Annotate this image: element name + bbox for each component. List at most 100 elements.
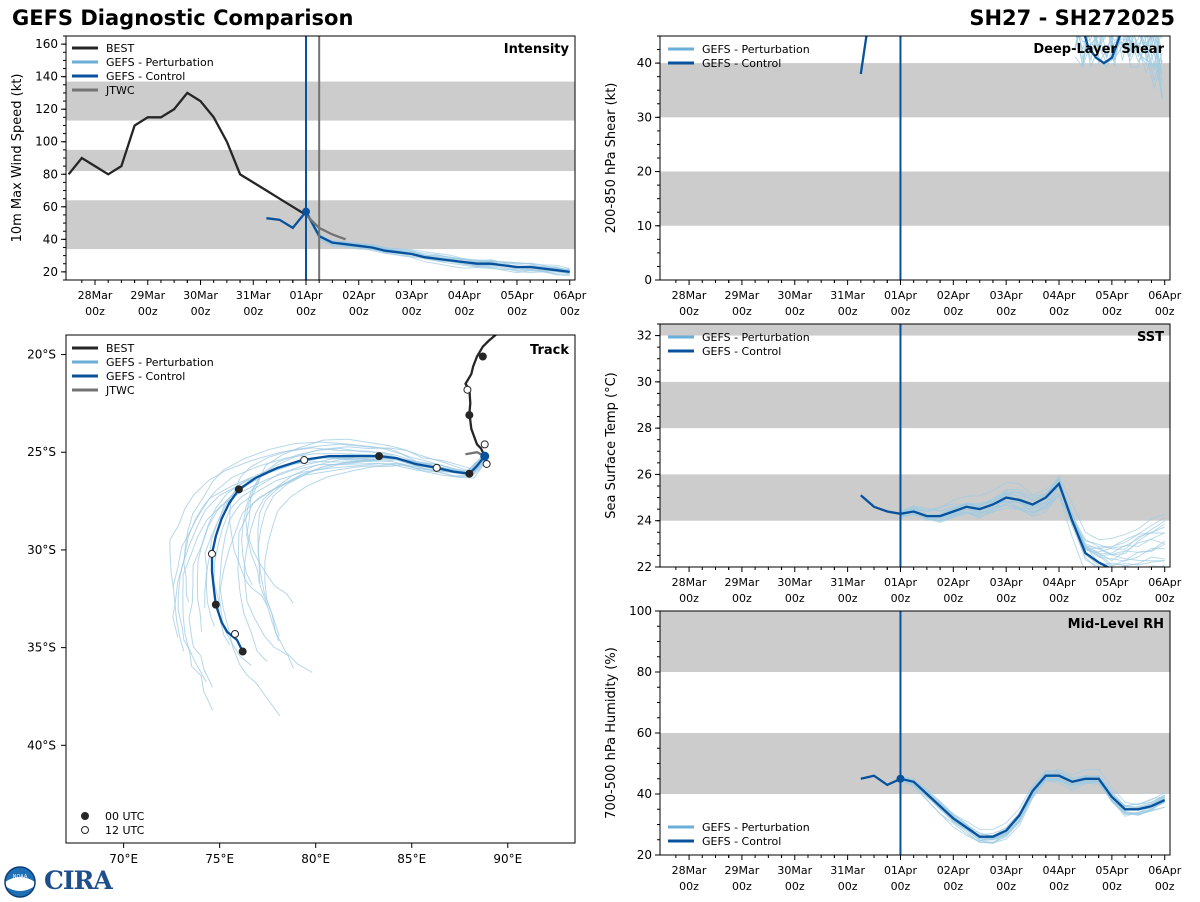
shear-ytick-label: 40 — [637, 56, 652, 70]
sst-band-1 — [660, 381, 1170, 429]
sst-legend-label: GEFS - Perturbation — [702, 331, 810, 344]
track-ytick-label: 20°S — [27, 348, 56, 362]
intensity-band-0 — [66, 200, 575, 250]
track-control-line — [210, 454, 486, 653]
shear-perturbation-line — [1086, 36, 1151, 61]
shear-xtick-day: 01Apr — [884, 289, 918, 302]
storm-id: SH27 - SH272025 — [969, 6, 1175, 30]
shear-band-1 — [660, 63, 1170, 118]
sst-xtick-hour: 00z — [996, 592, 1016, 605]
cira-logo: NOAA CIRA — [4, 866, 114, 898]
shear-xtick-hour: 00z — [891, 305, 911, 318]
noaa-logo-icon: NOAA — [4, 866, 36, 898]
sst-ytick-label: 24 — [637, 514, 652, 528]
sst-perturbation-line — [900, 478, 1131, 567]
sst-control-line — [860, 481, 1110, 567]
shear-perturbation-line — [1078, 36, 1163, 69]
rh-xtick-hour: 00z — [838, 880, 858, 893]
sst-xtick-hour: 00z — [1155, 592, 1175, 605]
rh-xtick-hour: 00z — [943, 880, 963, 893]
sst-xtick-day: 01Apr — [884, 576, 918, 589]
rh-perturbation-line — [900, 770, 1165, 830]
intensity-ytick-label: 120 — [35, 102, 58, 116]
intensity-legend-label: BEST — [106, 42, 134, 55]
rh-xtick-day: 01Apr — [884, 864, 918, 877]
rh-ytick-label: 20 — [637, 848, 652, 862]
track-control-marker — [375, 452, 384, 461]
shear-xtick-hour: 00z — [943, 305, 963, 318]
figure-title: GEFS Diagnostic Comparison — [12, 6, 354, 30]
intensity-xtick-hour: 00z — [402, 305, 422, 318]
rh-panel: 20 40 60 80 100 28Mar 00z 29Mar 00z 30Mar 00z 31Mar… — [604, 604, 1182, 893]
track-perturbation-line — [245, 438, 488, 604]
rh-title: Mid-Level RH — [1068, 617, 1164, 632]
sst-ytick-label: 32 — [637, 329, 652, 343]
shear-ytick-label: 20 — [637, 165, 652, 179]
track-marker-legend-swatch — [81, 826, 89, 834]
track-perturbation-line — [188, 455, 486, 688]
shear-xtick-day: 02Apr — [937, 289, 971, 302]
intensity-gefs-control-line — [266, 209, 570, 274]
intensity-xtick-hour: 00z — [191, 305, 211, 318]
shear-plot-area — [660, 36, 1170, 280]
sst-ytick-label: 22 — [637, 560, 652, 574]
track-marker-legend-label: 00 UTC — [105, 810, 145, 823]
intensity-xtick-hour: 00z — [296, 305, 316, 318]
rh-xtick-hour: 00z — [1155, 880, 1175, 893]
track-ytick-label: 30°S — [27, 543, 56, 557]
sst-plot-area — [660, 324, 1170, 567]
shear-perturbation-line — [1074, 36, 1160, 72]
track-panel: 70°E 75°E 80°E 85°E 90°E 20°S 25°S 30°S 35°S 40°S… — [27, 334, 576, 866]
intensity-xtick-hour: 00z — [507, 305, 527, 318]
rh-legend-label: GEFS - Control — [702, 835, 781, 848]
track-perturbation-line — [196, 455, 484, 632]
rh-xtick-day: 30Mar — [777, 864, 812, 877]
intensity-xtick-day: 28Mar — [78, 289, 113, 302]
sst-title: SST — [1137, 330, 1164, 345]
shear-xtick-hour: 00z — [838, 305, 858, 318]
sst-perturbation-line — [900, 477, 1114, 567]
intensity-ytick-label: 160 — [35, 37, 58, 51]
rh-xtick-hour: 00z — [732, 880, 752, 893]
sst-xtick-day: 04Apr — [1042, 576, 1076, 589]
track-best-marker — [480, 440, 489, 449]
intensity-panel: 20 40 60 80 100 120 140 160 28Mar 00z 29Mar 00z 30Ma… — [10, 35, 587, 318]
shear-perturbation-line — [1125, 36, 1163, 100]
rh-control-line — [860, 774, 1166, 838]
shear-panel: 0 10 20 30 40 28Mar 00z 29Mar 00z 30Mar 00z 31Mar 00… — [604, 35, 1182, 318]
track-xtick-label: 90°E — [493, 852, 522, 866]
track-perturbation-line — [246, 446, 486, 584]
track-best-marker — [465, 411, 474, 420]
track-control-marker — [207, 549, 216, 558]
track-control-marker — [211, 600, 220, 609]
intensity-xtick-day: 01Apr — [289, 289, 323, 302]
track-perturbation-line — [264, 457, 489, 637]
track-xtick-label: 75°E — [205, 852, 234, 866]
track-ytick-label: 40°S — [27, 738, 56, 752]
shear-xtick-day: 28Mar — [672, 289, 707, 302]
track-perturbation-line — [257, 455, 487, 673]
track-best-line — [464, 335, 498, 457]
intensity-title: Intensity — [504, 42, 570, 57]
intensity-xtick-day: 02Apr — [342, 289, 376, 302]
sst-xtick-hour: 00z — [943, 592, 963, 605]
track-control-marker — [234, 485, 243, 494]
sst-xtick-hour: 00z — [838, 592, 858, 605]
shear-xtick-hour: 00z — [785, 305, 805, 318]
intensity-ytick-label: 80 — [43, 167, 58, 181]
rh-ylabel: 700-500 hPa Humidity (%) — [604, 647, 619, 819]
track-xtick-label: 70°E — [109, 852, 138, 866]
intensity-jtwc-line — [305, 214, 346, 241]
shear-xtick-hour: 00z — [1049, 305, 1069, 318]
sst-perturbation-line — [900, 494, 1165, 562]
intensity-xtick-hour: 00z — [243, 305, 263, 318]
track-legend-label: BEST — [106, 342, 134, 355]
sst-xtick-day: 05Apr — [1095, 576, 1129, 589]
track-ytick-label: 35°S — [27, 641, 56, 655]
intensity-legend-label: JTWC — [105, 84, 135, 97]
intensity-xtick-hour: 00z — [454, 305, 474, 318]
shear-title: Deep-Layer Shear — [1033, 42, 1164, 57]
rh-xtick-hour: 00z — [679, 880, 699, 893]
sst-legend-label: GEFS - Control — [702, 345, 781, 358]
rh-ytick-label: 100 — [629, 604, 652, 618]
